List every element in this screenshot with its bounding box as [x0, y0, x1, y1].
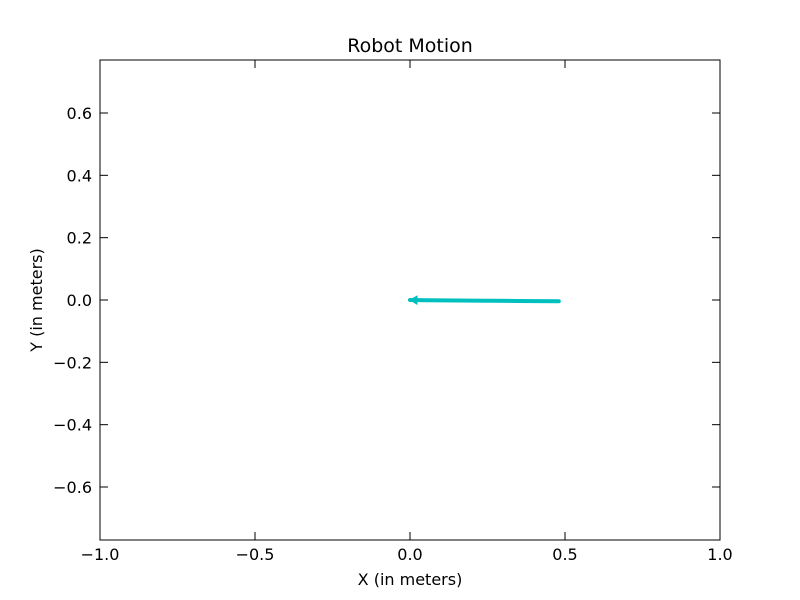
- y-tick-label: −0.2: [53, 353, 92, 372]
- y-axis-label: Y (in meters): [27, 248, 46, 352]
- y-tick-label: 0.2: [67, 229, 92, 248]
- x-tick-label: −1.0: [81, 545, 120, 564]
- chart-title: Robot Motion: [347, 35, 473, 57]
- y-tick-label: 0.4: [67, 166, 92, 185]
- y-tick-label: 0.6: [67, 104, 92, 123]
- plot-area-frame: [99, 59, 721, 541]
- x-tick-label: −0.5: [236, 545, 275, 564]
- robot-path-arrowhead: [408, 295, 418, 306]
- x-axis-label: X (in meters): [358, 570, 463, 589]
- y-tick-label: 0.0: [67, 291, 92, 310]
- x-tick-label: 1.0: [707, 545, 732, 564]
- y-tick-label: −0.4: [53, 416, 92, 435]
- x-tick-label: 0.0: [397, 545, 422, 564]
- x-tick-label: 0.5: [552, 545, 577, 564]
- y-tick-label: −0.6: [53, 478, 92, 497]
- robot-path-line: [408, 298, 561, 304]
